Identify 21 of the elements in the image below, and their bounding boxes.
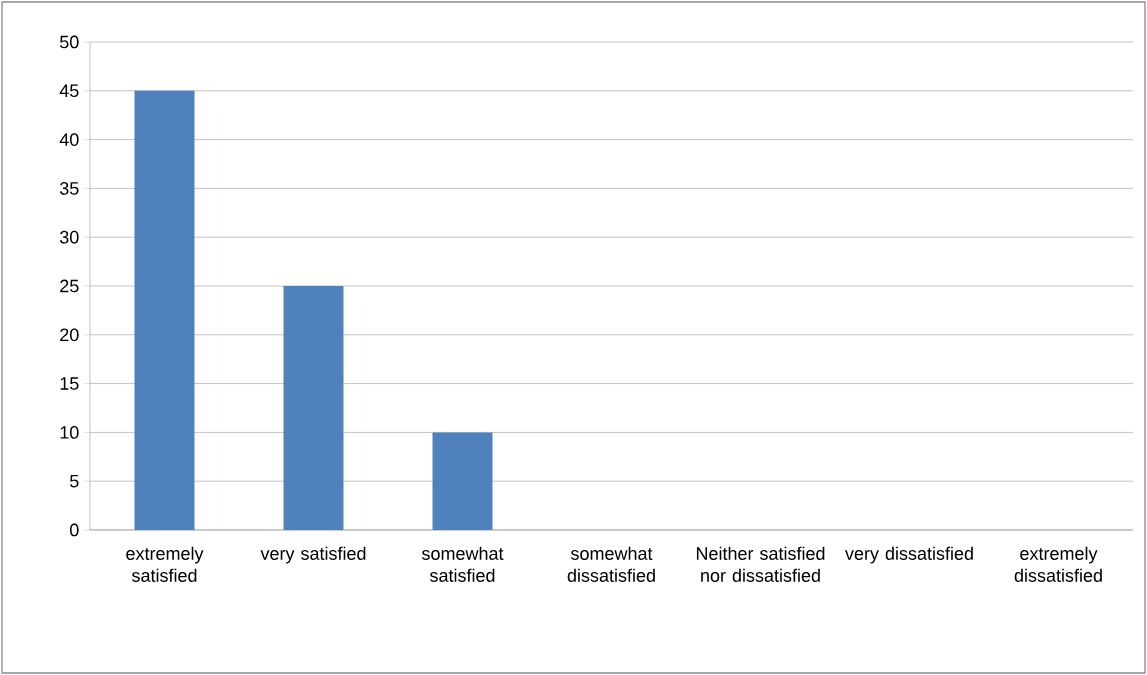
y-tick-label: 45 xyxy=(59,84,79,98)
y-tick-label: 20 xyxy=(60,328,79,342)
x-tick-label: Neither satisfied nor dissatisfied xyxy=(696,546,825,582)
bar xyxy=(432,432,493,530)
y-tick-label: 0 xyxy=(70,523,79,537)
x-tick-label: very satisfied xyxy=(260,546,366,564)
y-tick-label: 15 xyxy=(60,377,79,390)
y-tick-label: 30 xyxy=(59,230,79,244)
x-tick-label: somewhat satisfied xyxy=(421,546,504,582)
x-tick-label: extremely dissatisfied xyxy=(1014,546,1102,582)
bar xyxy=(283,285,344,530)
y-tick-label: 25 xyxy=(60,279,79,293)
bar xyxy=(134,90,195,530)
y-tick-label: 5 xyxy=(70,474,79,488)
y-tick-label: 35 xyxy=(59,182,79,195)
y-tick-label: 10 xyxy=(60,426,79,439)
y-tick-label: 50 xyxy=(59,35,79,49)
x-tick-label: extremely satisfied xyxy=(126,546,204,582)
y-tick-label: 40 xyxy=(59,133,79,146)
x-tick-label: somewhat dissatisfied xyxy=(567,546,655,582)
x-tick-label: very dissatisfied xyxy=(845,546,973,564)
